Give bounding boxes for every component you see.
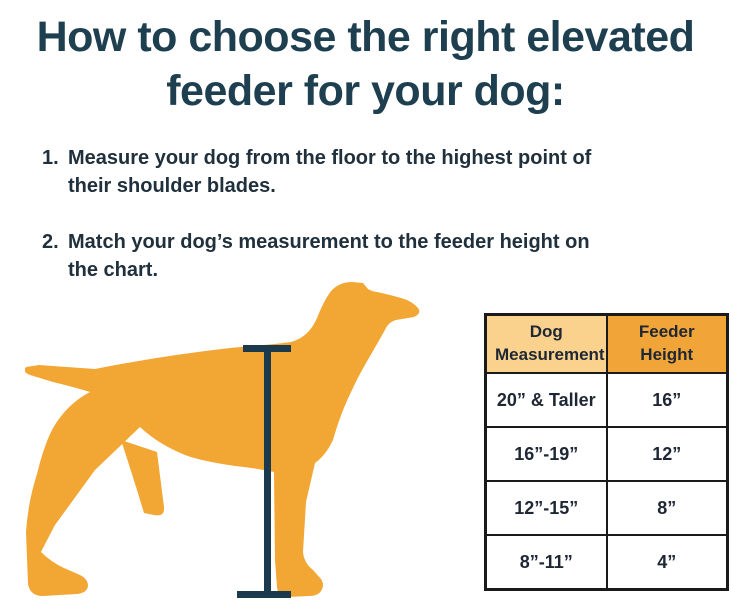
instruction-step-2-line2: the chart. [68,259,159,281]
instruction-step-1-text: Measure your dog from the floor to the h… [68,144,591,200]
column-header-feeder-height: Feeder Height [605,313,729,374]
table-row: 8”-11” 4” [484,534,729,591]
dog-measurement-cell: 20” & Taller [484,372,608,428]
column-header-dog-measurement: Dog Measurement [484,313,608,374]
dog-silhouette-icon [24,282,420,597]
feeder-height-cell: 16” [605,372,729,428]
instruction-step-2-line1: Match your dog’s measurement to the feed… [68,231,590,253]
feeder-height-cell: 12” [605,426,729,482]
feeder-size-table: Dog Measurement Feeder Height 20” & Tall… [484,313,729,591]
height-measurement-line-icon [237,345,291,598]
dog-measurement-figure [24,280,475,602]
dog-figure-svg [24,282,420,598]
feeder-height-cell: 4” [605,534,729,591]
instruction-step-1-number: 1. [42,147,59,169]
measurement-line-bottom-cap [237,591,291,598]
instruction-step-2-text: Match your dog’s measurement to the feed… [68,228,590,284]
measurement-line-vertical [264,345,271,597]
instruction-step-2-number: 2. [42,231,59,253]
table-row: 12”-15” 8” [484,480,729,536]
table-row: 20” & Taller 16” [484,372,729,428]
dog-measurement-cell: 12”-15” [484,480,608,536]
feeder-size-table-header: Dog Measurement Feeder Height [484,313,729,374]
dog-far-leg [121,440,165,516]
dog-measurement-cell: 16”-19” [484,426,608,482]
page-title-line1: How to choose the right elevated [36,13,695,61]
page-title-line2: feeder for your dog: [166,67,565,115]
table-row: 16”-19” 12” [484,426,729,482]
table-header-row: Dog Measurement Feeder Height [484,313,729,374]
instruction-step-1: 1. Measure your dog from the floor to th… [42,144,591,200]
dog-measurement-cell: 8”-11” [484,534,608,591]
feeder-height-cell: 8” [605,480,729,536]
instruction-step-2: 2. Match your dog’s measurement to the f… [42,228,590,284]
page-title: How to choose the right elevated feeder … [0,10,731,118]
feeder-size-table-body: 20” & Taller 16” 16”-19” 12” 12”-15” 8” … [484,372,729,591]
instruction-step-1-line1: Measure your dog from the floor to the h… [68,147,592,169]
instruction-step-1-line2: their shoulder blades. [68,175,276,197]
